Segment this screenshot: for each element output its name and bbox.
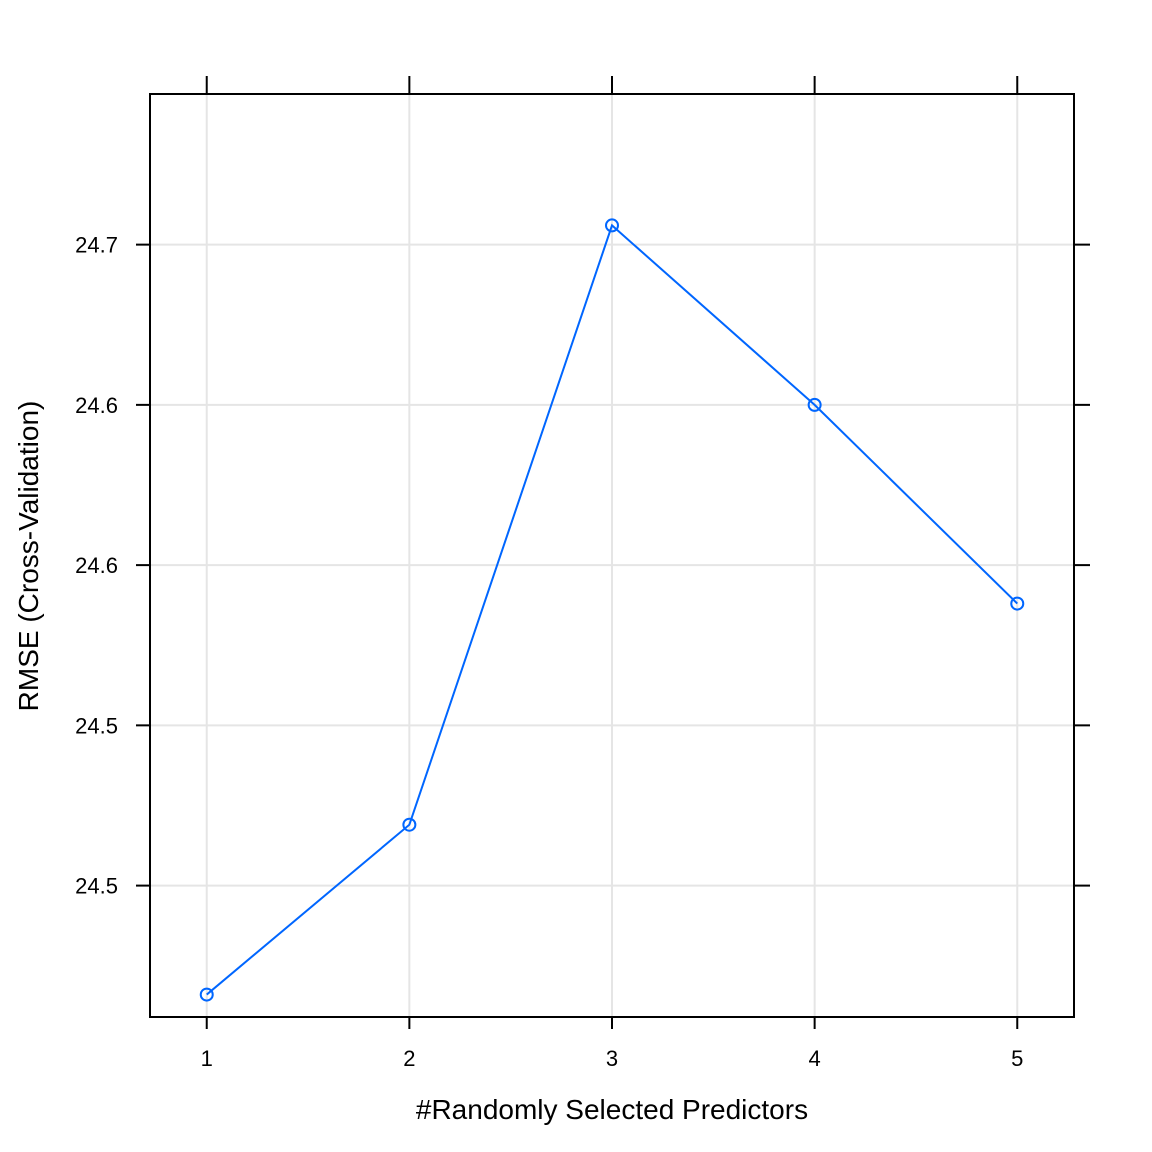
gridlines	[150, 94, 1074, 1017]
x-tick-label: 2	[403, 1046, 415, 1071]
x-axis-title: #Randomly Selected Predictors	[416, 1094, 808, 1125]
x-tick-label: 1	[201, 1046, 213, 1071]
data-point	[605, 218, 619, 233]
data-series	[199, 218, 1025, 1002]
data-point	[807, 397, 822, 412]
y-tick-label: 24.7	[75, 233, 118, 258]
data-point	[199, 987, 214, 1002]
axis-ticks	[136, 76, 1090, 1029]
data-point	[402, 817, 417, 832]
y-tick-label: 24.5	[75, 874, 118, 899]
x-tick-label: 5	[1011, 1046, 1023, 1071]
tick-labels: 1 2 3 4 5 24.5 24.5 24.6 24.6 24.7	[75, 233, 1023, 1071]
data-point	[1010, 596, 1025, 611]
series-line	[206, 223, 1018, 996]
y-tick-label: 24.5	[75, 713, 118, 738]
y-tick-label: 24.6	[75, 393, 118, 418]
y-tick-label: 24.6	[75, 553, 118, 578]
y-axis-title: RMSE (Cross-Validation)	[13, 401, 44, 712]
x-tick-label: 3	[606, 1046, 618, 1071]
x-tick-label: 4	[809, 1046, 821, 1071]
